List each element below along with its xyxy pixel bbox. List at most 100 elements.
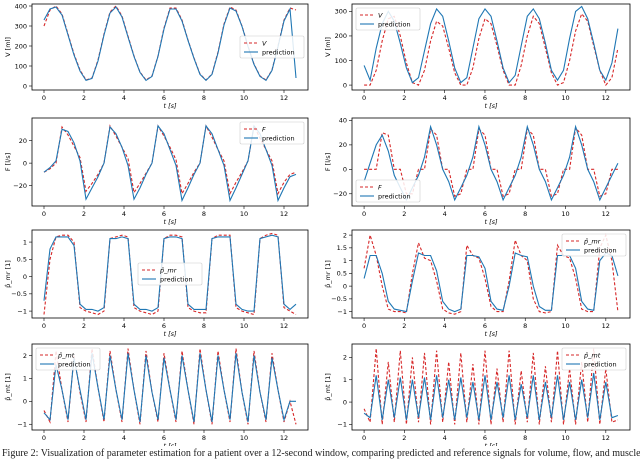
- x-tick-label: 10: [561, 94, 569, 102]
- legend-label: prediction: [262, 48, 295, 56]
- prediction-series-line: [363, 5, 619, 84]
- y-tick-label: 0: [343, 166, 347, 174]
- y-tick-label: 20: [339, 141, 347, 149]
- reference-series-line: [364, 12, 619, 87]
- y-tick-label: 40: [339, 117, 347, 125]
- x-tick-label: 0: [362, 322, 366, 330]
- x-tick-label: 2: [82, 322, 86, 330]
- x-tick-label: 8: [202, 94, 206, 102]
- x-tick-label: 0: [362, 94, 366, 102]
- x-tick-label: 2: [402, 434, 406, 442]
- plot-frame: [351, 3, 631, 91]
- y-tick-label: 20: [19, 137, 27, 145]
- x-axis-label: t [s]: [484, 442, 498, 446]
- x-tick-label: 10: [240, 210, 248, 218]
- y-tick-label: 0: [23, 159, 27, 167]
- x-axis-label: t [s]: [484, 102, 498, 110]
- reference-series-line: [363, 233, 619, 315]
- x-tick-label: 12: [280, 210, 288, 218]
- y-tick-label: 0: [23, 398, 27, 406]
- y-tick-label: −1: [337, 308, 347, 316]
- y-tick-label: 400: [15, 2, 27, 10]
- x-axis-label: t [s]: [163, 218, 177, 226]
- y-tick-label: 0: [343, 282, 347, 290]
- y-tick-label: −1: [17, 307, 27, 315]
- subplot-1: 0 2 4 6 8 10 12 0 100 200 300 400 t [s] V [ml] Vpredic…: [4, 2, 309, 110]
- plot-frame: [351, 343, 631, 431]
- x-tick-label: 8: [202, 322, 206, 330]
- y-tick-label: 1: [23, 375, 27, 383]
- legend-label: prediction: [262, 134, 295, 142]
- y-tick-label: −0.5: [331, 295, 347, 303]
- x-tick-label: 10: [561, 210, 569, 218]
- x-tick-label: 12: [602, 210, 610, 218]
- legend-label: F: [262, 125, 266, 133]
- y-axis-label: p̂_mr [1]: [324, 260, 332, 288]
- legend-label: prediction: [160, 275, 193, 283]
- x-tick-label: 0: [362, 210, 366, 218]
- y-axis-label: V [ml]: [4, 37, 12, 57]
- x-axis-label: t [s]: [484, 330, 498, 338]
- x-tick-label: 6: [162, 94, 166, 102]
- y-tick-label: 2: [23, 352, 27, 360]
- x-tick-label: 2: [82, 210, 86, 218]
- y-axis-label: p̂_mt [1]: [324, 373, 332, 401]
- x-tick-label: 6: [162, 434, 166, 442]
- legend-label: prediction: [58, 360, 91, 368]
- legend-label: p̂_mt: [583, 351, 601, 359]
- prediction-series-line: [363, 252, 619, 313]
- y-tick-label: 2: [343, 354, 347, 362]
- y-tick-label: 0.5: [17, 256, 27, 264]
- y-axis-label: p̂_mr [1]: [4, 260, 12, 288]
- x-tick-label: 10: [240, 322, 248, 330]
- plot-frame: [31, 3, 309, 91]
- x-tick-label: 12: [602, 322, 610, 330]
- x-tick-label: 2: [402, 94, 406, 102]
- y-axis-label: F [l/s]: [4, 153, 12, 171]
- x-tick-label: 4: [122, 322, 126, 330]
- y-tick-label: 300: [335, 8, 347, 16]
- y-tick-label: 0: [343, 81, 347, 89]
- x-tick-label: 12: [280, 434, 288, 442]
- x-axis-label: t [s]: [163, 442, 177, 446]
- y-tick-label: −1: [337, 421, 347, 429]
- x-tick-label: 2: [82, 94, 86, 102]
- x-tick-label: 10: [561, 322, 569, 330]
- legend-label: V: [262, 39, 267, 47]
- x-axis-label: t [s]: [484, 218, 498, 226]
- y-tick-label: 2: [343, 231, 347, 239]
- prediction-series-line: [43, 353, 296, 423]
- y-tick-label: 100: [15, 62, 27, 70]
- x-tick-label: 8: [202, 434, 206, 442]
- y-tick-label: 0: [23, 82, 27, 90]
- x-tick-label: 8: [523, 94, 527, 102]
- legend-label: prediction: [584, 360, 617, 368]
- legend-label: p̂_mt: [57, 351, 75, 359]
- legend-label: F: [378, 183, 382, 191]
- prediction-series-line: [43, 6, 297, 82]
- y-tick-label: 200: [335, 32, 347, 40]
- reference-series-line: [363, 348, 619, 425]
- y-tick-label: 0: [343, 398, 347, 406]
- y-tick-label: 0.5: [337, 270, 347, 278]
- y-tick-label: −1: [17, 421, 27, 429]
- y-tick-label: 100: [335, 57, 347, 65]
- y-tick-label: −20: [13, 182, 27, 190]
- plot-frame: [31, 117, 309, 207]
- x-tick-label: 0: [42, 434, 46, 442]
- x-axis-label: t [s]: [163, 102, 177, 110]
- x-tick-label: 10: [240, 94, 248, 102]
- x-tick-label: 4: [122, 434, 126, 442]
- x-tick-label: 6: [162, 322, 166, 330]
- x-tick-label: 8: [523, 322, 527, 330]
- legend-label: prediction: [378, 20, 411, 28]
- x-tick-label: 2: [82, 434, 86, 442]
- y-axis-label: p̂_mt [1]: [4, 373, 12, 401]
- x-tick-label: 12: [602, 434, 610, 442]
